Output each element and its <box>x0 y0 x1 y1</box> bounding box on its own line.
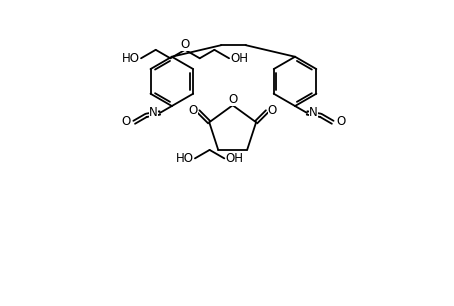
Text: OH: OH <box>226 152 244 165</box>
Text: O: O <box>180 38 190 51</box>
Text: OH: OH <box>231 52 249 65</box>
Text: O: O <box>336 115 346 128</box>
Text: O: O <box>268 104 277 117</box>
Text: HO: HO <box>175 152 193 165</box>
Text: O: O <box>121 115 130 128</box>
Text: N: N <box>149 106 158 119</box>
Text: N: N <box>309 106 318 119</box>
Text: O: O <box>188 104 197 117</box>
Text: O: O <box>228 93 237 106</box>
Text: HO: HO <box>122 52 139 65</box>
